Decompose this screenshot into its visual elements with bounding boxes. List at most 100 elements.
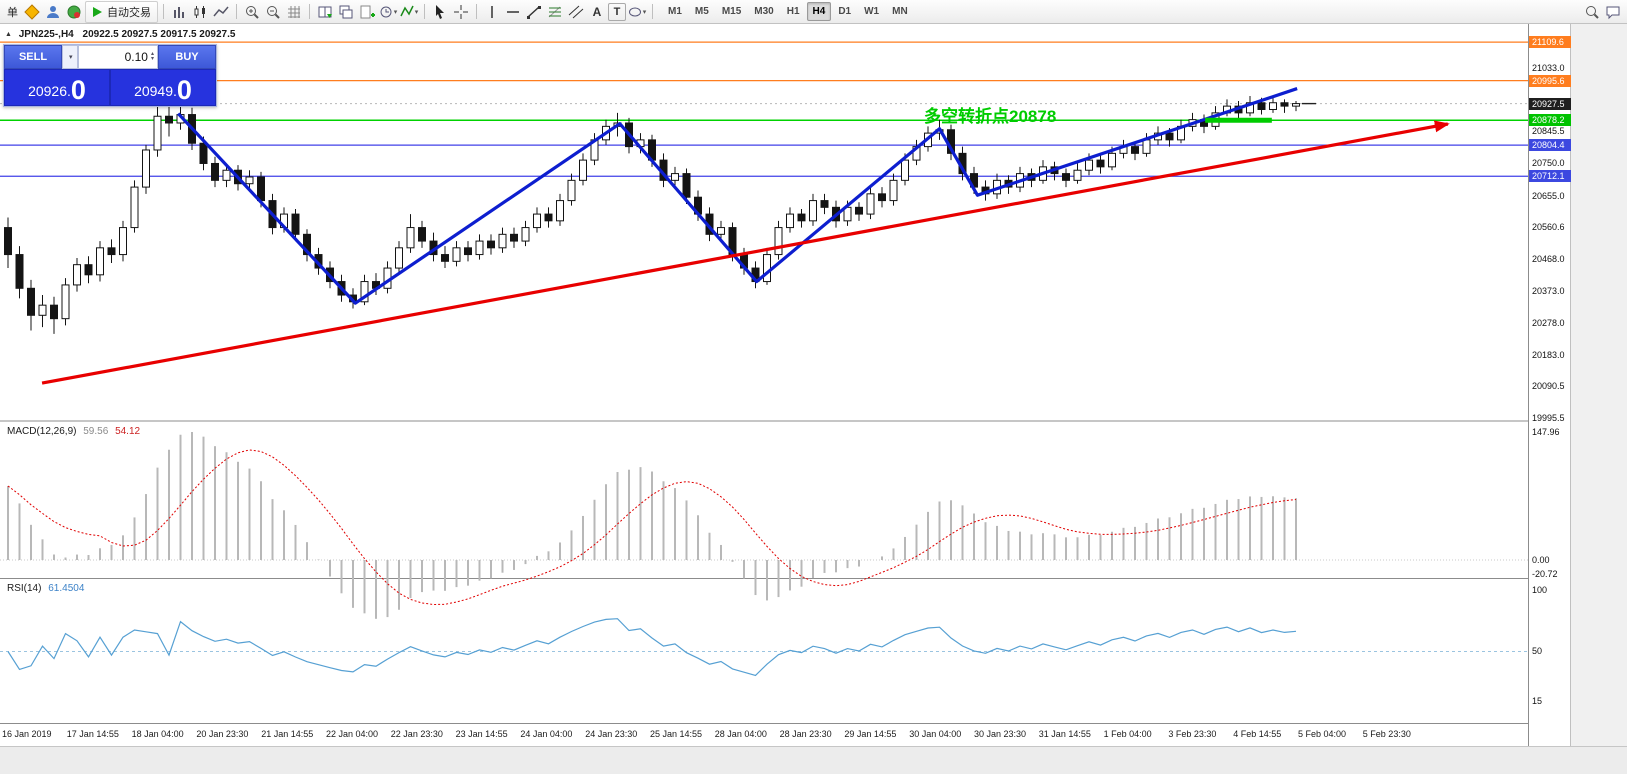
crosshair-icon[interactable]: [451, 2, 471, 22]
price-label: 20804.4: [1529, 139, 1571, 151]
bar-chart-icon[interactable]: [169, 2, 189, 22]
timeframe-h4[interactable]: H4: [806, 2, 832, 21]
buy-price-main: 20949.: [134, 83, 177, 99]
chart-canvas[interactable]: [0, 24, 1528, 724]
cascade-windows-icon[interactable]: [336, 2, 356, 22]
volume-up-icon[interactable]: ▴: [150, 51, 154, 57]
time-label: 24 Jan 23:30: [585, 729, 638, 739]
collapse-triangle-icon[interactable]: ▲: [5, 31, 12, 38]
rsi-name: RSI(14): [7, 583, 42, 594]
menu-label[interactable]: 单: [7, 6, 18, 19]
symbols-icon[interactable]: [22, 2, 42, 22]
symbol-name: JPN225-,H4: [18, 29, 74, 40]
price-label: 20090.5: [1532, 381, 1565, 391]
sell-price[interactable]: 20926. 0: [4, 69, 110, 106]
sell-price-big: 0: [70, 75, 86, 105]
time-label: 5 Feb 04:00: [1298, 729, 1347, 739]
time-label: 28 Jan 23:30: [779, 729, 832, 739]
macd-value-main: 59.56: [83, 426, 109, 437]
candlestick-chart-icon[interactable]: [190, 2, 210, 22]
timeframe-m5[interactable]: M5: [694, 6, 709, 17]
period-caret-icon: ▾: [393, 8, 398, 16]
time-label: 16 Jan 2019: [2, 729, 52, 739]
shapes-caret-icon: ▾: [642, 8, 647, 16]
horizontal-line-tool-icon[interactable]: [503, 2, 523, 22]
vertical-line-tool-icon[interactable]: [482, 2, 502, 22]
pivot-annotation: 多空转折点20878: [924, 107, 1057, 126]
time-label: 30 Jan 04:00: [909, 729, 962, 739]
buy-price[interactable]: 20949. 0: [110, 69, 216, 106]
accounts-icon[interactable]: [43, 2, 63, 22]
line-chart-icon[interactable]: [211, 2, 231, 22]
price-label: 19995.5: [1532, 413, 1565, 423]
buy-button[interactable]: BUY: [158, 45, 216, 69]
new-order-icon[interactable]: [357, 2, 377, 22]
time-label: 28 Jan 04:00: [714, 729, 767, 739]
timeframe-h1[interactable]: H1: [786, 6, 800, 17]
indicators-icon[interactable]: ▾: [399, 2, 419, 22]
volume-down-icon[interactable]: ▾: [150, 56, 154, 62]
timeframe-mn[interactable]: MN: [892, 6, 908, 17]
volume-input[interactable]: 0.10 ▴ ▾: [78, 45, 158, 69]
toolbar: 单 自动交易: [0, 0, 1627, 24]
price-axis[interactable]: 21109.6 21033.0 20995.6 20927.5 20878.2 20845…: [1528, 24, 1571, 746]
channel-tool-icon[interactable]: [566, 2, 586, 22]
time-label: 29 Jan 14:55: [844, 729, 897, 739]
volume-steppers[interactable]: ▴ ▾: [150, 51, 154, 62]
price-label: 20845.5: [1532, 126, 1565, 136]
trade-options-caret[interactable]: ▾: [62, 45, 78, 69]
text-tool-icon[interactable]: A: [587, 2, 607, 22]
price-label: 0.00: [1532, 555, 1550, 565]
time-label: 31 Jan 14:55: [1038, 729, 1091, 739]
cursor-icon[interactable]: [430, 2, 450, 22]
chat-icon[interactable]: [1603, 2, 1623, 22]
time-label: 25 Jan 14:55: [650, 729, 703, 739]
price-label: 20655.0: [1532, 191, 1565, 201]
zoom-out-icon[interactable]: [263, 2, 283, 22]
label-tool-glyph: T: [613, 5, 621, 18]
tile-windows-icon[interactable]: [315, 2, 335, 22]
label-tool-icon[interactable]: T: [608, 2, 626, 21]
sell-button[interactable]: SELL: [4, 45, 62, 69]
shapes-tool-icon[interactable]: ▾: [627, 2, 647, 22]
timeframe-m1[interactable]: M1: [668, 6, 682, 17]
time-label: 17 Jan 14:55: [66, 729, 119, 739]
trade-panel-controls: SELL ▾ 0.10 ▴ ▾ BUY: [4, 45, 216, 69]
macd-value-signal: 54.12: [115, 426, 141, 437]
rsi-label: RSI(14) 61.4504: [7, 583, 84, 594]
period-icon[interactable]: ▾: [378, 2, 398, 22]
zoom-in-icon[interactable]: [242, 2, 262, 22]
ohlc-values: 20922.5 20927.5 20917.5 20927.5: [82, 29, 236, 40]
price-label: 20373.0: [1532, 286, 1565, 296]
search-icon[interactable]: [1582, 2, 1602, 22]
fibonacci-tool-icon[interactable]: [545, 2, 565, 22]
grid-icon[interactable]: [284, 2, 304, 22]
time-label: 22 Jan 04:00: [326, 729, 379, 739]
price-label: 20183.0: [1532, 350, 1565, 360]
timeframe-w1[interactable]: W1: [864, 6, 880, 17]
indicators-caret-icon: ▾: [414, 8, 419, 16]
time-label: 20 Jan 23:30: [196, 729, 249, 739]
text-tool-glyph: A: [592, 4, 602, 19]
trendline-tool-icon[interactable]: [524, 2, 544, 22]
price-label: 20712.1: [1529, 170, 1571, 182]
price-label: 100: [1532, 585, 1548, 595]
time-axis[interactable]: 16 Jan 2019 17 Jan 14:55 18 Jan 04:00 20 Ja…: [0, 723, 1528, 746]
auto-trading-button[interactable]: 自动交易: [85, 0, 158, 23]
timeframe-m30[interactable]: M30: [754, 6, 774, 17]
sell-price-main: 20926.: [28, 83, 71, 99]
auto-trading-label: 自动交易: [107, 6, 151, 19]
timeframe-d1[interactable]: D1: [838, 6, 852, 17]
time-label: 4 Feb 14:55: [1233, 729, 1282, 739]
community-icon[interactable]: [64, 2, 84, 22]
time-label: 23 Jan 14:55: [455, 729, 508, 739]
timeframe-m15[interactable]: M15: [721, 6, 742, 17]
time-label: 1 Feb 04:00: [1103, 729, 1152, 739]
price-label: 20560.6: [1532, 222, 1565, 232]
price-label: 20468.0: [1532, 254, 1565, 264]
price-label: 15: [1532, 696, 1543, 706]
window-bottom-strip: [0, 746, 1627, 774]
time-label: 24 Jan 04:00: [520, 729, 573, 739]
trade-panel-prices: 20926. 0 20949. 0: [4, 69, 216, 106]
